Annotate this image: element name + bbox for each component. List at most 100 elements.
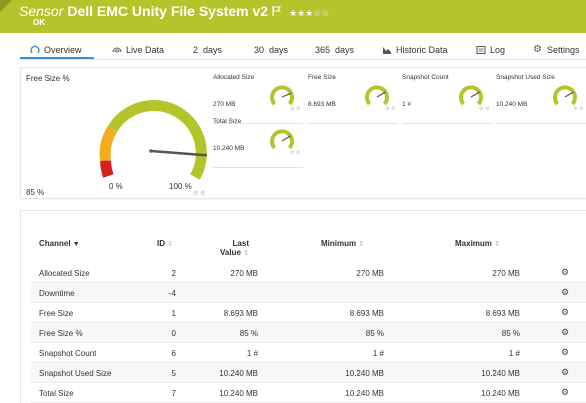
table-row[interactable]: Allocated Size 2 270 MB 270 MB 270 MB ⚙	[31, 264, 586, 283]
tab-2-days[interactable]: 2 days	[193, 45, 222, 55]
cell-last-value: 1 #	[246, 349, 258, 358]
cell-id: 2	[171, 269, 176, 278]
gauge-panel: Free Size % 85 % 0 % 100 % ⚙ ⚙ Allocated…	[20, 67, 586, 199]
cell-id: -4	[168, 289, 176, 298]
primary-gauge	[99, 99, 208, 180]
cell-last-value: 10.240 MB	[219, 369, 258, 378]
header-label: ID	[157, 239, 165, 248]
cell-channel: Snapshot Count	[39, 349, 97, 358]
cell-maximum: 10.240 MB	[481, 369, 520, 378]
channel-table: Channel ▼ ID ⇕ Last Value ⇕ Minimum ⇕ Ma…	[20, 210, 586, 403]
tab-historic-data[interactable]: Historic Data	[382, 45, 448, 55]
channel-settings-icon[interactable]: ⚙	[561, 287, 570, 297]
header-maximum[interactable]: Maximum ⇕	[455, 239, 500, 248]
primary-gauge-max: 100 %	[169, 182, 192, 191]
cell-last-value: 8.693 MB	[223, 309, 258, 318]
table-row[interactable]: Snapshot Count 6 1 # 1 # 1 # ⚙	[31, 344, 586, 363]
cell-last-value: 10.240 MB	[219, 389, 258, 398]
tab-label: Log	[490, 45, 506, 55]
sort-desc-icon: ▼	[72, 241, 80, 248]
log-icon	[476, 46, 486, 54]
gauge-snapshot-used-size: Snapshot Used Size 10.240 MB ⚙ ⚙	[496, 74, 586, 124]
sensor-header: Sensor Dell EMC Unity File System v2 ★★★…	[0, 0, 586, 33]
gauge-allocated-size: Allocated Size 270 MB ⚙ ⚙	[213, 74, 303, 124]
header-minimum[interactable]: Minimum ⇕	[321, 239, 364, 248]
chevron-corner-icon[interactable]	[0, 0, 12, 12]
sort-icon: ⇕	[358, 241, 365, 248]
channel-settings-icon[interactable]: ⚙	[561, 347, 570, 357]
gauge-label: Snapshot Count	[402, 74, 449, 81]
gauge-label: Free Size	[308, 74, 336, 81]
channel-settings-icon[interactable]: ⚙	[561, 307, 570, 317]
cell-maximum: 85 %	[501, 329, 520, 338]
primary-gauge-value: 85 %	[26, 188, 45, 197]
cell-maximum: 10.240 MB	[481, 389, 520, 398]
gauge-settings-icon[interactable]: ⚙ ⚙	[193, 191, 206, 197]
gauge-needle	[470, 91, 480, 98]
gauge-value: 10.240 MB	[213, 145, 245, 152]
tab-label: 2 days	[193, 45, 223, 55]
header-label: Maximum	[455, 239, 492, 248]
gauge-settings-icon[interactable]: ⚙ ⚙	[290, 150, 301, 156]
cell-id: 1	[171, 309, 176, 318]
cell-maximum: 8.693 MB	[485, 309, 520, 318]
header-last-value[interactable]: Last Value ⇕	[199, 239, 249, 257]
cell-minimum: 270 MB	[356, 269, 384, 278]
cell-channel: Free Size	[39, 309, 74, 318]
cell-channel: Snapshot Used Size	[39, 369, 112, 378]
channel-settings-icon[interactable]: ⚙	[561, 327, 570, 337]
gauge-value: 8.693 MB	[308, 101, 336, 108]
mini-gauge	[270, 85, 294, 106]
cell-channel: Allocated Size	[39, 269, 90, 278]
table-row[interactable]: Free Size 1 8.693 MB 8.693 MB 8.693 MB ⚙	[31, 304, 586, 323]
gauge-free-size: Free Size 8.693 MB ⚙ ⚙	[308, 74, 398, 124]
tab-365-days[interactable]: 365 days	[315, 45, 354, 55]
cell-minimum: 85 %	[365, 329, 384, 338]
cell-id: 0	[171, 329, 176, 338]
gauge-hub	[149, 149, 153, 153]
header-label: Value	[219, 248, 241, 257]
tab-bar: Overview Live Data 2 days 30 days 365 da…	[20, 40, 586, 60]
table-row[interactable]: Free Size % 0 85 % 85 % 85 % ⚙	[31, 324, 586, 343]
tab-settings[interactable]: ⚙ Settings	[533, 45, 580, 56]
gauge-needle	[281, 92, 292, 98]
tab-30-days[interactable]: 30 days	[254, 45, 288, 55]
channel-settings-icon[interactable]: ⚙	[561, 367, 570, 377]
mini-gauge	[270, 129, 294, 150]
sort-icon: ⇕	[167, 241, 174, 248]
gauge-needle	[149, 149, 208, 157]
primary-gauge-min: 0 %	[109, 182, 123, 191]
priority-stars[interactable]: ★★★☆☆	[289, 8, 330, 18]
channel-settings-icon[interactable]: ⚙	[561, 387, 570, 397]
mini-gauge	[459, 85, 483, 106]
header-label: Minimum	[321, 239, 357, 248]
table-row[interactable]: Downtime -4 ⚙	[31, 284, 586, 303]
gauge-needle	[376, 91, 386, 98]
cell-maximum: 1 #	[508, 349, 520, 358]
tab-live-data[interactable]: Live Data	[112, 45, 164, 55]
cell-minimum: 10.240 MB	[345, 389, 384, 398]
tab-label: 30 days	[254, 45, 289, 55]
channel-settings-icon[interactable]: ⚙	[561, 267, 570, 277]
gauge-total-size: Total Size 10.240 MB ⚙ ⚙	[213, 118, 303, 168]
gauge-settings-icon[interactable]: ⚙ ⚙	[479, 106, 490, 112]
cell-channel: Total Size	[39, 389, 74, 398]
gauge-settings-icon[interactable]: ⚙ ⚙	[385, 106, 396, 112]
sort-icon: ⇕	[243, 250, 249, 257]
table-row[interactable]: Snapshot Used Size 5 10.240 MB 10.240 MB…	[31, 364, 586, 383]
gauge-value: 10.240 MB	[496, 101, 528, 108]
tab-overview[interactable]: Overview	[20, 45, 94, 59]
cell-minimum: 10.240 MB	[345, 369, 384, 378]
cell-id: 6	[171, 349, 176, 358]
header-label: Last	[232, 239, 249, 248]
tab-log[interactable]: Log	[476, 45, 505, 55]
table-row[interactable]: Total Size 7 10.240 MB 10.240 MB 10.240 …	[31, 384, 586, 403]
sort-icon: ⇕	[494, 241, 501, 248]
gauge-settings-icon[interactable]: ⚙ ⚙	[290, 106, 301, 112]
flag-icon[interactable]	[272, 6, 282, 16]
cell-last-value: 270 MB	[230, 269, 258, 278]
gauge-settings-icon[interactable]: ⚙ ⚙	[573, 106, 584, 112]
header-id[interactable]: ID ⇕	[157, 239, 173, 248]
header-channel[interactable]: Channel ▼	[39, 239, 80, 248]
sensor-name: Dell EMC Unity File System v2	[67, 3, 269, 19]
